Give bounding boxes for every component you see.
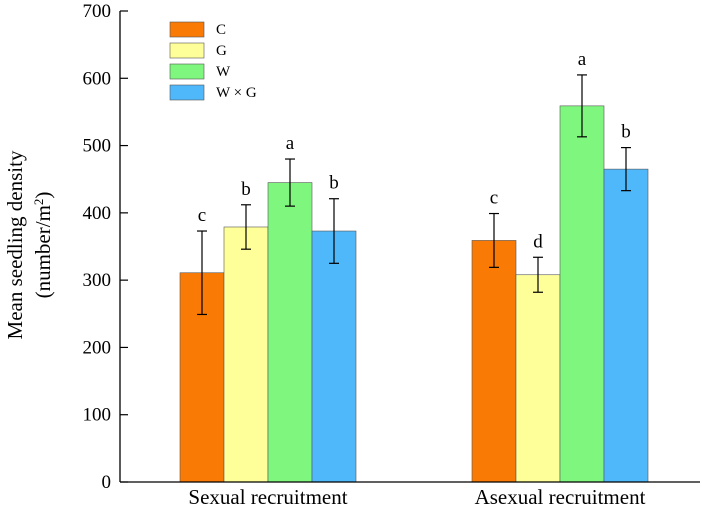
significance-label: b xyxy=(241,179,251,200)
bar xyxy=(311,230,357,483)
y-axis-title: Mean seedling density xyxy=(3,150,27,339)
significance-label: d xyxy=(533,231,543,252)
legend-label: G xyxy=(216,43,227,59)
legend-swatch xyxy=(169,84,205,101)
x-category-label: Asexual recruitment xyxy=(475,485,646,509)
y-tick-label: 600 xyxy=(83,68,112,89)
bar xyxy=(515,274,561,483)
x-category-label: Sexual recruitment xyxy=(188,485,347,509)
legend: CGW W × G xyxy=(169,21,257,101)
plot-area: c c b d a a b b xyxy=(179,49,649,483)
significance-label: a xyxy=(578,49,587,70)
bar xyxy=(267,182,313,483)
legend-label: W xyxy=(216,64,231,80)
y-axis-title-unit: (number/m2) xyxy=(31,192,56,299)
y-tick-label: 0 xyxy=(102,472,112,493)
bar xyxy=(559,105,605,483)
y-tick-label: 300 xyxy=(83,270,112,291)
significance-label: a xyxy=(286,133,295,154)
legend-swatch xyxy=(169,21,205,38)
legend-label: W × G xyxy=(216,85,257,101)
significance-label: c xyxy=(198,205,206,226)
y-tick-label: 700 xyxy=(83,1,112,22)
legend-label: C xyxy=(216,22,226,38)
y-tick-label: 100 xyxy=(83,405,112,426)
y-tick-label: 200 xyxy=(83,337,112,358)
significance-label: b xyxy=(329,173,339,194)
bar xyxy=(223,226,269,483)
y-tick-label: 500 xyxy=(83,136,112,157)
significance-label: b xyxy=(621,122,631,143)
significance-label: c xyxy=(490,188,498,209)
bar xyxy=(603,168,649,483)
bar xyxy=(471,240,517,483)
legend-swatch xyxy=(169,63,205,80)
legend-swatch xyxy=(169,42,205,59)
axes: 0 100 200 300 400 500 600 700 Sexual recruitment… xyxy=(83,1,700,509)
y-tick-label: 400 xyxy=(83,203,112,224)
